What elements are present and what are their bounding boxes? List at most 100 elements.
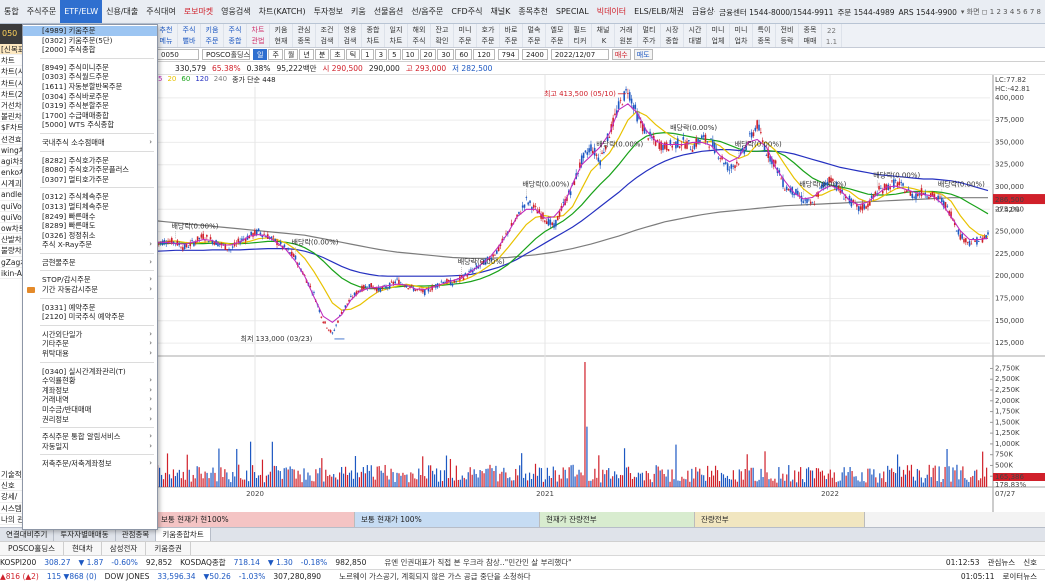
toolbar-button[interactable]: 차트 관법: [247, 24, 270, 47]
dropdown-menu-item[interactable]: 저축주문/저축계좌정보 ›: [23, 459, 157, 469]
window-tab[interactable]: 투자자별매매동: [54, 528, 116, 541]
menu-item[interactable]: 영웅검색: [221, 6, 251, 16]
dropdown-menu-item[interactable]: 주식 X-Ray주문 ›: [23, 240, 157, 250]
left-menu-item[interactable]: 기술적: [0, 469, 24, 481]
period-tab[interactable]: 년: [299, 49, 314, 60]
left-menu-item[interactable]: 나의 관: [0, 514, 24, 525]
dropdown-menu-item[interactable]: [0340] 실시간계좌관리(T): [23, 367, 157, 377]
toolbar-button[interactable]: 바로 주문: [500, 24, 523, 47]
left-menu-item[interactable]: 불량차: [0, 245, 24, 257]
sell-button[interactable]: 매도: [633, 49, 653, 60]
stock-code-input[interactable]: 0050: [157, 49, 199, 60]
left-menu-item[interactable]: 차트(2: [0, 89, 24, 100]
left-menu-item[interactable]: [신목표가: [0, 44, 24, 56]
dropdown-menu-item[interactable]: [0303] 주식월드주문: [23, 72, 157, 82]
dropdown-menu-item[interactable]: 자동일지 ›: [23, 442, 157, 452]
toolbar-button[interactable]: 잔고 확인: [431, 24, 454, 47]
left-menu-item[interactable]: enko차: [0, 168, 24, 179]
left-menu-item[interactable]: 차트: [0, 55, 24, 67]
left-menu-item[interactable]: 거선차: [0, 100, 24, 112]
dropdown-menu-item[interactable]: [0313] 멀티체속주문: [23, 202, 157, 212]
toolbar-button[interactable]: 호가 주문: [477, 24, 500, 47]
dropdown-menu-item[interactable]: [0304] 주식바로주문: [23, 92, 157, 102]
order-status-segment[interactable]: 보통 현재가 현100%: [155, 512, 355, 527]
menu-item[interactable]: 주식주문: [26, 6, 57, 16]
left-menu-item[interactable]: 선견효: [0, 134, 24, 145]
toolbar-button[interactable]: 종목 매매: [799, 24, 822, 47]
dropdown-menu-item[interactable]: 권리정보 ›: [23, 415, 157, 425]
left-menu-item[interactable]: quiVolu: [0, 212, 24, 223]
period-tab[interactable]: 일: [253, 49, 268, 60]
menu-item[interactable]: SPECIAL: [555, 6, 589, 16]
dropdown-menu-item[interactable]: STOP/감시주문 ›: [23, 275, 157, 285]
period-tab[interactable]: 30: [437, 49, 455, 60]
news-source-2[interactable]: 로이터뉴스: [1002, 572, 1038, 581]
period-tab[interactable]: 3: [374, 49, 388, 60]
dropdown-menu-item[interactable]: [1700] 수급매매종합: [23, 111, 157, 121]
menu-item[interactable]: 선물옵션: [373, 6, 404, 16]
dropdown-menu-item[interactable]: 미수금/반대매매 ›: [23, 405, 157, 415]
toolbar-button[interactable]: 관심 종목: [293, 24, 316, 47]
period-tab[interactable]: 월: [283, 49, 299, 60]
dropdown-menu-item[interactable]: [8282] 주식호가주문: [23, 156, 157, 166]
toolbar-button[interactable]: 키움 주문: [201, 24, 224, 47]
toolbar-button[interactable]: 멀속 주문: [523, 24, 546, 47]
toolbar-button[interactable]: 미니 주문: [454, 24, 477, 47]
date-input[interactable]: 2022/12/07: [550, 49, 609, 60]
order-status-segment[interactable]: 현재가 잔량전부: [540, 512, 695, 527]
left-menu-item[interactable]: 산발차: [0, 234, 24, 246]
period-tab[interactable]: 10: [401, 49, 419, 60]
menu-item[interactable]: ETF/ELW: [60, 0, 103, 23]
left-menu-item[interactable]: agi차트: [0, 156, 24, 168]
dropdown-menu-item[interactable]: 주식주문 통합 알림서비스 ›: [23, 432, 157, 442]
chart-svg[interactable]: 125,000 150,000 175,000 200,000 225,000 250,0…: [155, 75, 1045, 512]
toolbar-button[interactable]: 해외 주식: [408, 24, 431, 47]
toolbar-button[interactable]: 시장 종합: [661, 24, 684, 47]
left-menu-item[interactable]: 볼린차: [0, 111, 24, 123]
period-tab[interactable]: 1: [361, 49, 374, 60]
toolbar-button[interactable]: 필드 티커: [569, 24, 592, 47]
left-menu-item[interactable]: wing차: [0, 145, 24, 156]
period-tab[interactable]: 20: [419, 49, 437, 60]
window-tab[interactable]: 연결대비주기: [0, 528, 55, 541]
toolbar-button[interactable]: 미니 업체: [707, 24, 730, 47]
window-tab[interactable]: 키움종합차트: [156, 528, 211, 541]
dropdown-menu-item[interactable]: [2000] 주식종합: [23, 45, 157, 55]
period-tab[interactable]: 60: [455, 49, 473, 60]
dropdown-menu-item[interactable]: [4989] 키움주문: [23, 26, 157, 36]
favorite-stock[interactable]: 삼성전자: [102, 542, 147, 555]
left-menu-item[interactable]: gZag차: [0, 257, 24, 268]
left-menu-item[interactable]: 신호: [0, 480, 24, 492]
left-menu-item[interactable]: 차트(시: [0, 78, 24, 89]
toolbar-button[interactable]: 주식 종합: [224, 24, 247, 47]
dropdown-menu-item[interactable]: 금현물주문 ›: [23, 258, 157, 268]
left-menu-item[interactable]: 차트(시: [0, 67, 24, 78]
dropdown-menu-item[interactable]: 기간 자동감시주문 ›: [23, 285, 157, 295]
window-tab[interactable]: 관점종목: [116, 528, 157, 541]
dropdown-menu-item[interactable]: 수익률현황 ›: [23, 376, 157, 386]
dropdown-menu-item[interactable]: [8949] 주식미니주문: [23, 63, 157, 73]
period-tab[interactable]: 초: [330, 49, 345, 60]
menu-item[interactable]: 선/옵주문: [411, 6, 444, 16]
left-menu-item[interactable]: ikin-A: [0, 268, 24, 279]
dropdown-menu-item[interactable]: [8289] 빠른매도: [23, 221, 157, 231]
toolbar-button[interactable]: 전비 등락: [776, 24, 799, 47]
toolbar-button[interactable]: 조건 검색: [316, 24, 339, 47]
dropdown-menu-item[interactable]: 위탁대용 ›: [23, 349, 157, 359]
toolbar-button[interactable]: 엘모 주문: [546, 24, 569, 47]
dropdown-menu-item[interactable]: [1611] 자동분할반복주문: [23, 82, 157, 92]
period-tab[interactable]: 120: [473, 49, 495, 60]
count-input[interactable]: 794: [497, 49, 520, 60]
dropdown-menu-item[interactable]: [0331] 예약주문: [23, 303, 157, 313]
dropdown-menu-item[interactable]: 거래내역 ›: [23, 395, 157, 405]
menu-item[interactable]: 키움: [351, 6, 366, 16]
toolbar-button[interactable]: 시간 대별: [684, 24, 707, 47]
dropdown-menu-item[interactable]: 시간외단일가 ›: [23, 330, 157, 340]
favorite-stock[interactable]: POSCO홀딩스: [0, 542, 65, 555]
period-tab[interactable]: 주: [268, 49, 283, 60]
toolbar-button[interactable]: 키움 현재: [270, 24, 293, 47]
toolbar-button[interactable]: 채널 K: [592, 24, 615, 47]
toolbar-button[interactable]: 일지 차트: [385, 24, 408, 47]
dropdown-menu-item[interactable]: [8249] 빠른매수: [23, 212, 157, 222]
menu-item[interactable]: 신용/대출: [106, 6, 139, 16]
